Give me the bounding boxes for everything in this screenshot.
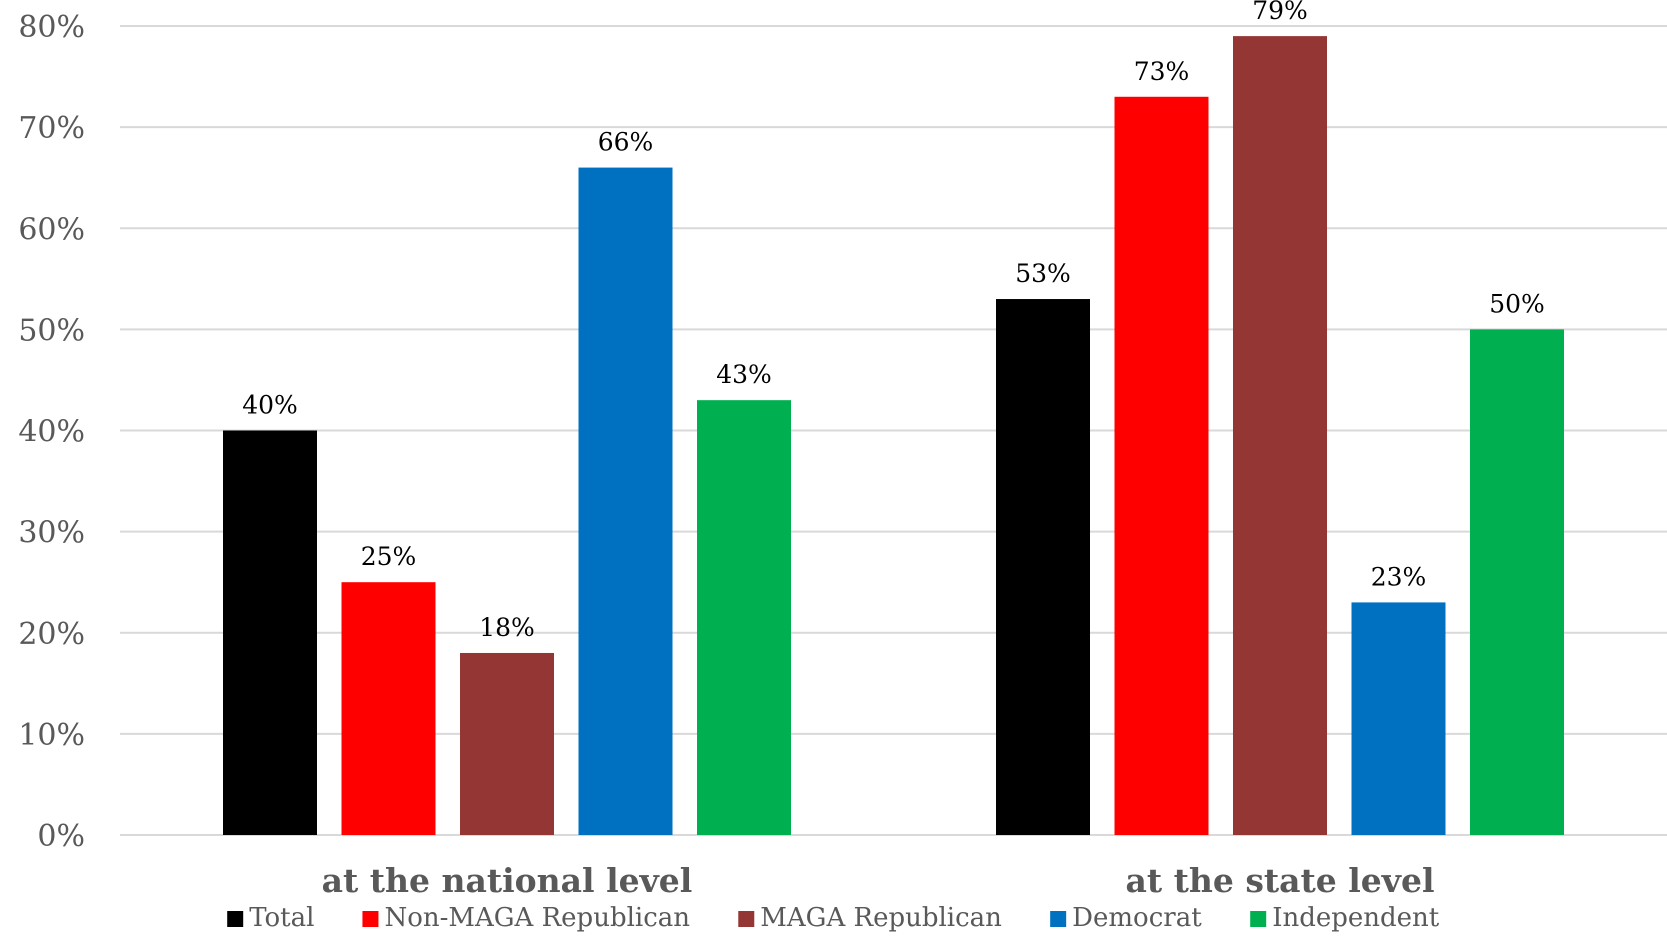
- data-label-non-maga-republican-1: 25%: [361, 542, 417, 571]
- category-labels: at the national level at the state level: [322, 861, 1435, 900]
- bar-maga-republican-2: [1233, 36, 1327, 836]
- y-tick-label-80: 80%: [18, 10, 85, 45]
- data-label-maga-republican-1: 18%: [479, 613, 535, 642]
- data-label-total-2: 53%: [1015, 259, 1071, 288]
- category-label-1: at the national level: [322, 861, 693, 900]
- legend-label: Democrat: [1072, 903, 1202, 933]
- data-labels: 40% 25% 18% 66% 43% 53% 73% 79% 23% 50%: [242, 0, 1545, 642]
- legend-swatch: [227, 911, 244, 927]
- legend: Total Non-MAGA Republican MAGA Republican D…: [227, 903, 1440, 933]
- data-label-independent-1: 43%: [716, 360, 772, 389]
- data-label-total-1: 40%: [242, 391, 298, 420]
- y-tick-label-10: 10%: [18, 718, 85, 753]
- legend-item-non-maga-republican: Non-MAGA Republican: [362, 903, 690, 933]
- y-tick-label-0: 0%: [37, 819, 85, 854]
- legend-swatch: [738, 911, 755, 927]
- legend-swatch: [362, 911, 379, 927]
- y-tick-label-20: 20%: [18, 617, 85, 652]
- legend-label: Total: [249, 903, 314, 933]
- legend-swatch: [1050, 911, 1067, 927]
- data-label-independent-2: 50%: [1489, 289, 1545, 318]
- bar-total-1: [223, 430, 317, 835]
- bar-democrat-2: [1351, 602, 1446, 835]
- bar-total-2: [996, 299, 1090, 836]
- bar-democrat-1: [578, 167, 673, 835]
- legend-item-independent: Independent: [1250, 903, 1440, 933]
- legend-label: Independent: [1272, 903, 1440, 933]
- y-axis-tick-labels: 0% 10% 20% 30% 40% 50% 60% 70% 80%: [18, 10, 85, 854]
- legend-item-total: Total: [227, 903, 314, 933]
- data-label-democrat-1: 66%: [598, 128, 654, 157]
- legend-label: MAGA Republican: [760, 903, 1002, 933]
- data-label-democrat-2: 23%: [1371, 562, 1427, 591]
- bar-independent-1: [697, 400, 791, 835]
- y-tick-label-40: 40%: [18, 415, 85, 450]
- bars: [223, 36, 1564, 836]
- legend-swatch: [1250, 911, 1267, 927]
- data-label-non-maga-republican-2: 73%: [1134, 57, 1190, 86]
- bar-independent-2: [1470, 329, 1564, 835]
- legend-label: Non-MAGA Republican: [384, 903, 690, 933]
- y-tick-label-70: 70%: [18, 111, 85, 146]
- bar-maga-republican-1: [460, 652, 554, 835]
- legend-item-democrat: Democrat: [1050, 903, 1202, 933]
- y-tick-label-60: 60%: [18, 212, 85, 247]
- category-label-2: at the state level: [1125, 861, 1434, 900]
- legend-item-maga-republican: MAGA Republican: [738, 903, 1002, 933]
- bar-non-maga-republican-1: [341, 582, 436, 835]
- bar-non-maga-republican-2: [1114, 96, 1209, 836]
- data-label-maga-republican-2: 79%: [1252, 0, 1308, 25]
- y-tick-label-50: 50%: [18, 313, 85, 348]
- y-tick-label-30: 30%: [18, 516, 85, 551]
